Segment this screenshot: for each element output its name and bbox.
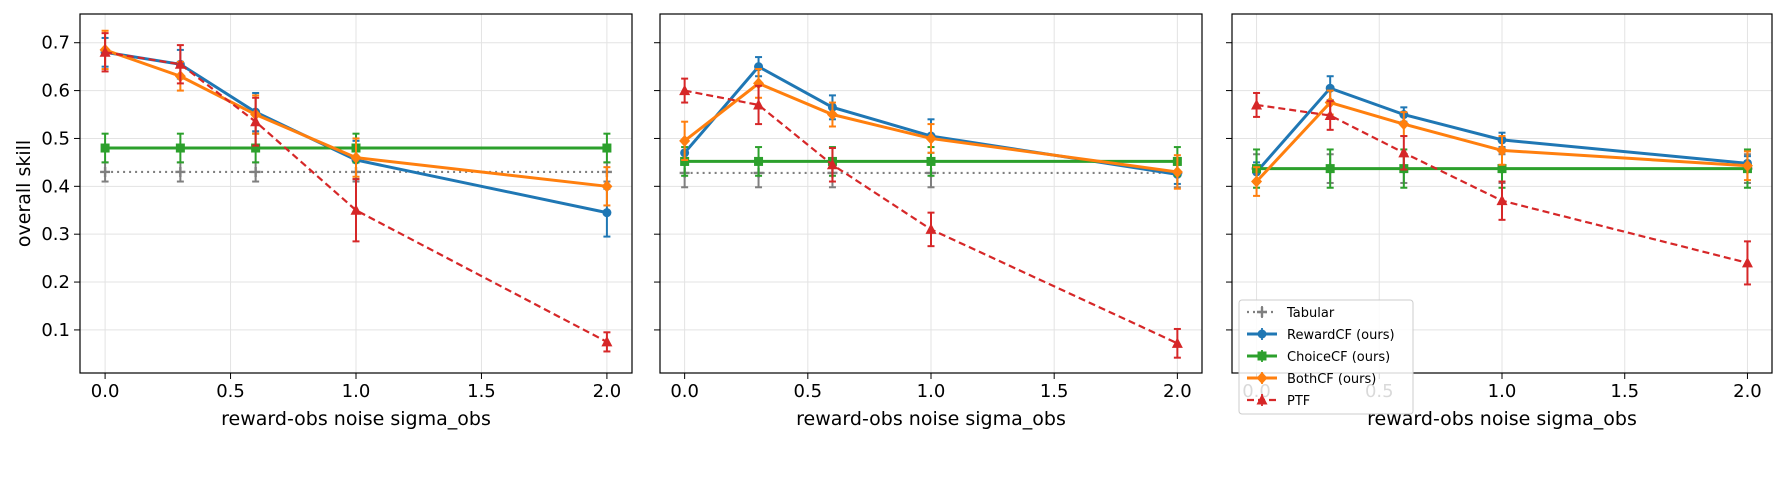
data-point-tabular: [250, 166, 261, 177]
x-tick-label: 2.0: [593, 381, 622, 402]
legend-label: BothCF (ours): [1287, 372, 1376, 387]
y-tick-label: 0.1: [41, 320, 70, 341]
legend-marker: [1257, 351, 1267, 361]
x-tick-label: 1.5: [1610, 381, 1639, 402]
data-point-bothcf-ours: [1251, 175, 1263, 188]
legend-entry-bothcf-ours: BothCF (ours): [1247, 372, 1376, 387]
data-point-bothcf-ours: [1741, 159, 1753, 172]
data-point-ptf: [679, 84, 691, 96]
data-point-choicecf-ours: [1325, 164, 1335, 174]
data-point-tabular: [100, 166, 111, 177]
data-point-ptf: [1171, 337, 1183, 348]
data-point-ptf: [753, 98, 765, 110]
x-tick-label: 1.5: [467, 381, 496, 402]
series-bothcf-ours: [679, 68, 1183, 190]
x-tick-label: 1.0: [1488, 381, 1517, 402]
y-tick-label: 0.4: [41, 176, 70, 197]
legend-entry-choicecf-ours: ChoiceCF (ours): [1247, 350, 1390, 365]
data-point-choicecf-ours: [926, 156, 936, 166]
x-tick-label: 1.0: [917, 381, 946, 402]
y-axis-label: overall skill: [13, 140, 35, 247]
legend-marker: [1256, 372, 1268, 384]
data-point-tabular: [175, 166, 186, 177]
data-point-ptf: [250, 115, 262, 127]
legend-label: Tabular: [1286, 306, 1335, 321]
data-point-choicecf-ours: [680, 156, 690, 166]
legend-marker: [1256, 394, 1268, 405]
x-tick-label: 1.0: [342, 381, 371, 402]
data-point-bothcf-ours: [679, 134, 691, 147]
data-point-choicecf-ours: [100, 143, 110, 153]
data-point-rewardcf-ours: [602, 208, 612, 218]
data-point-ptf: [1251, 98, 1263, 110]
data-point-ptf: [1741, 256, 1753, 268]
x-tick-label: 0.0: [670, 381, 699, 402]
data-point-choicecf-ours: [251, 143, 261, 153]
x-axis-label: reward-obs noise sigma_obs: [796, 408, 1066, 430]
legend-label: RewardCF (ours): [1287, 328, 1395, 343]
legend-label: ChoiceCF (ours): [1287, 350, 1390, 365]
data-point-bothcf-ours: [601, 180, 613, 193]
data-point-ptf: [1496, 194, 1508, 206]
legend-marker: [1257, 329, 1267, 339]
data-point-bothcf-ours: [925, 132, 937, 145]
data-point-ptf: [925, 223, 937, 234]
data-point-choicecf-ours: [602, 143, 612, 153]
data-point-ptf: [1324, 109, 1336, 120]
y-tick-label: 0.2: [41, 272, 70, 293]
series-ptf: [99, 32, 613, 353]
data-point-choicecf-ours: [175, 143, 185, 153]
legend: Tabular RewardCF (ours) ChoiceCF (ours) Bot…: [1238, 299, 1414, 415]
x-tick-label: 2.0: [1163, 381, 1192, 402]
data-point-bothcf-ours: [1171, 165, 1183, 178]
y-tick-label: 0.5: [41, 128, 70, 149]
x-tick-label: 0.5: [793, 381, 822, 402]
data-point-ptf: [99, 46, 111, 57]
data-point-bothcf-ours: [1398, 118, 1410, 131]
data-point-ptf: [601, 335, 613, 347]
series-bothcf-ours: [1251, 89, 1753, 197]
x-tick-label: 1.5: [1040, 381, 1069, 402]
series-ptf: [679, 77, 1183, 359]
legend-entry-rewardcf-ours: RewardCF (ours): [1247, 328, 1395, 343]
legend-box: [1238, 299, 1414, 415]
x-tick-label: 2.0: [1733, 381, 1762, 402]
data-point-ptf: [350, 204, 362, 215]
chart-panel-2: 0.0 0.5 1.0 1.5 2.0 reward-obs noise sigma_ob…: [654, 13, 1203, 430]
y-tick-label: 0.3: [41, 224, 70, 245]
chart-panel-1: 0.0 0.5 1.0 1.5 2.0 0.1 0.2 0.3 0.4 0.5 0.6 0.7 rewa…: [13, 13, 633, 430]
legend-entry-tabular: Tabular: [1247, 306, 1335, 321]
series-choicecf-ours: [100, 132, 612, 164]
x-tick-label: 0.5: [216, 381, 245, 402]
legend-label: PTF: [1287, 394, 1310, 409]
data-point-bothcf-ours: [1496, 144, 1508, 157]
series-ptf: [1251, 91, 1753, 286]
legend-marker: [1257, 307, 1267, 317]
data-point-ptf: [826, 158, 838, 170]
data-point-ptf: [174, 58, 186, 69]
x-axis-label: reward-obs noise sigma_obs: [1367, 408, 1637, 430]
y-tick-label: 0.6: [41, 81, 70, 102]
x-tick-label: 0.0: [91, 381, 120, 402]
data-point-choicecf-ours: [1497, 164, 1507, 174]
x-axis-label: reward-obs noise sigma_obs: [221, 408, 491, 430]
legend-entry-ptf: PTF: [1247, 394, 1310, 409]
data-point-ptf: [1398, 146, 1410, 158]
data-point-bothcf-ours: [826, 108, 838, 121]
data-point-choicecf-ours: [754, 156, 764, 166]
y-tick-label: 0.7: [41, 33, 70, 54]
data-point-bothcf-ours: [350, 151, 362, 164]
